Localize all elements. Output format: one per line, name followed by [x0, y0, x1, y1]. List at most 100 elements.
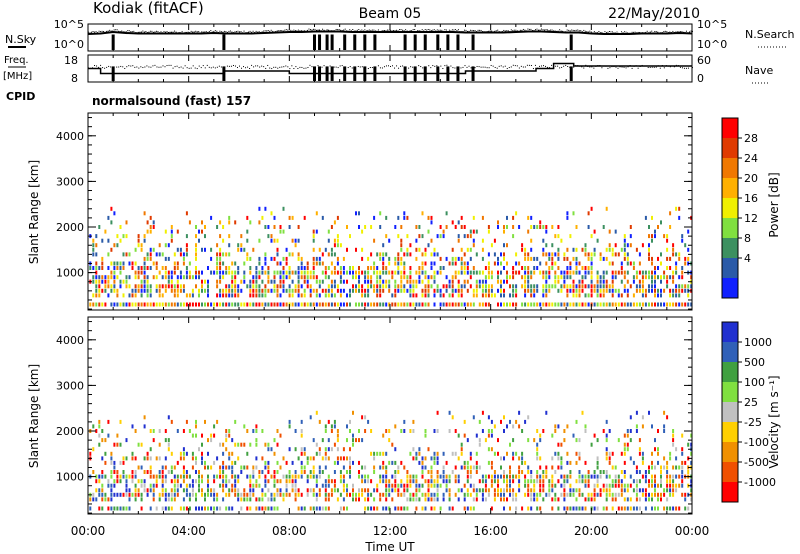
velocity-cell: [161, 479, 164, 484]
power-cell: [312, 247, 315, 252]
velocity-cell: [581, 492, 584, 497]
power-cell: [267, 288, 270, 293]
velocity-cell: [436, 492, 439, 497]
velocity-cell: [690, 460, 693, 465]
velocity-cell: [475, 492, 478, 497]
n-search-point: [232, 32, 234, 34]
power-cell: [379, 270, 382, 275]
power-cell: [400, 275, 403, 280]
velocity-cell: [173, 497, 176, 502]
power-cell: [170, 225, 173, 229]
velocity-cell: [267, 470, 270, 474]
velocity-cell: [430, 492, 433, 497]
velocity-cell: [512, 451, 515, 456]
velocity-cell: [669, 451, 672, 456]
power-cell: [506, 215, 508, 220]
power-cell: [185, 302, 188, 307]
velocity-cell: [312, 470, 315, 474]
power-cell: [614, 288, 617, 293]
velocity-cell: [327, 474, 330, 479]
n-search-point: [148, 31, 150, 33]
n-search-point: [430, 30, 432, 32]
n-search-point: [169, 31, 171, 33]
n-search-point: [119, 31, 121, 33]
velocity-cell: [509, 419, 511, 424]
power-cell: [530, 215, 533, 220]
power-cell: [198, 293, 200, 298]
power-cell: [614, 229, 617, 234]
n-search-point: [643, 32, 645, 34]
velocity-cell: [569, 460, 572, 465]
power-cell: [472, 229, 475, 234]
power-cell: [143, 288, 146, 293]
velocity-cell: [575, 497, 578, 502]
nave-point: [184, 65, 186, 67]
n-search-point: [131, 31, 133, 33]
power-cell: [276, 284, 279, 289]
n-search-point: [376, 30, 378, 32]
x-axis: 00:00 04:00 08:00 12:00 16:00 20:00 00:00: [71, 24, 709, 538]
n-search-point: [462, 31, 464, 33]
nave-point: [520, 65, 522, 67]
power-cell: [669, 275, 672, 280]
velocity-cell: [312, 506, 315, 511]
velocity-cell: [355, 438, 357, 443]
power-cell: [512, 270, 515, 275]
power-cell: [330, 279, 333, 284]
velocity-cell: [421, 456, 424, 461]
power-cell: [460, 302, 463, 307]
power-cell: [279, 275, 282, 280]
nave-right-tick-bottom: 0: [697, 72, 704, 85]
power-cell: [149, 256, 152, 261]
velocity-cell: [107, 497, 110, 502]
power-cell: [352, 266, 354, 270]
power-cell: [490, 288, 493, 293]
power-cell: [590, 256, 593, 261]
power-cell: [460, 293, 463, 298]
velocity-cell: [623, 497, 626, 502]
velocity-cell: [554, 483, 557, 488]
velocity-cell: [657, 483, 659, 488]
velocity-cell: [297, 488, 300, 493]
n-search-point: [648, 32, 650, 34]
power-cell: [195, 302, 197, 307]
velocity-cell: [306, 456, 309, 461]
n-search-point: [350, 30, 352, 32]
power-cell: [191, 275, 194, 280]
power-cell: [687, 293, 690, 298]
power-cell: [300, 256, 303, 261]
power-cell: [198, 229, 200, 234]
power-cell: [569, 302, 572, 307]
power-cell: [427, 275, 430, 280]
power-cell: [463, 225, 466, 229]
velocity-cell: [312, 474, 315, 479]
power-cell: [602, 288, 605, 293]
velocity-cell: [327, 456, 330, 461]
power-cell: [590, 275, 593, 280]
velocity-cell: [98, 442, 101, 447]
velocity-colorbar-tick-label: 100: [744, 376, 765, 389]
velocity-cell: [176, 474, 179, 479]
power-cell: [255, 302, 258, 307]
n-search-point: [319, 29, 321, 31]
n-search-point: [438, 29, 440, 31]
velocity-cell: [279, 479, 282, 484]
velocity-cell: [690, 442, 693, 447]
nave-point: [543, 65, 545, 67]
n-search-point: [302, 30, 304, 32]
velocity-cell: [179, 483, 182, 488]
power-cell: [475, 252, 478, 257]
velocity-cell: [415, 479, 418, 484]
power-cell: [297, 238, 300, 243]
power-cell: [521, 284, 524, 289]
n-search-point: [544, 29, 546, 31]
velocity-cell: [657, 497, 659, 502]
power-cell: [512, 293, 515, 298]
velocity-cell: [291, 460, 294, 465]
velocity-cell: [110, 492, 113, 497]
velocity-cell: [222, 479, 225, 484]
power-cell: [219, 234, 222, 239]
power-cell: [593, 302, 596, 307]
power-cell: [681, 275, 684, 280]
velocity-cell: [415, 506, 418, 511]
